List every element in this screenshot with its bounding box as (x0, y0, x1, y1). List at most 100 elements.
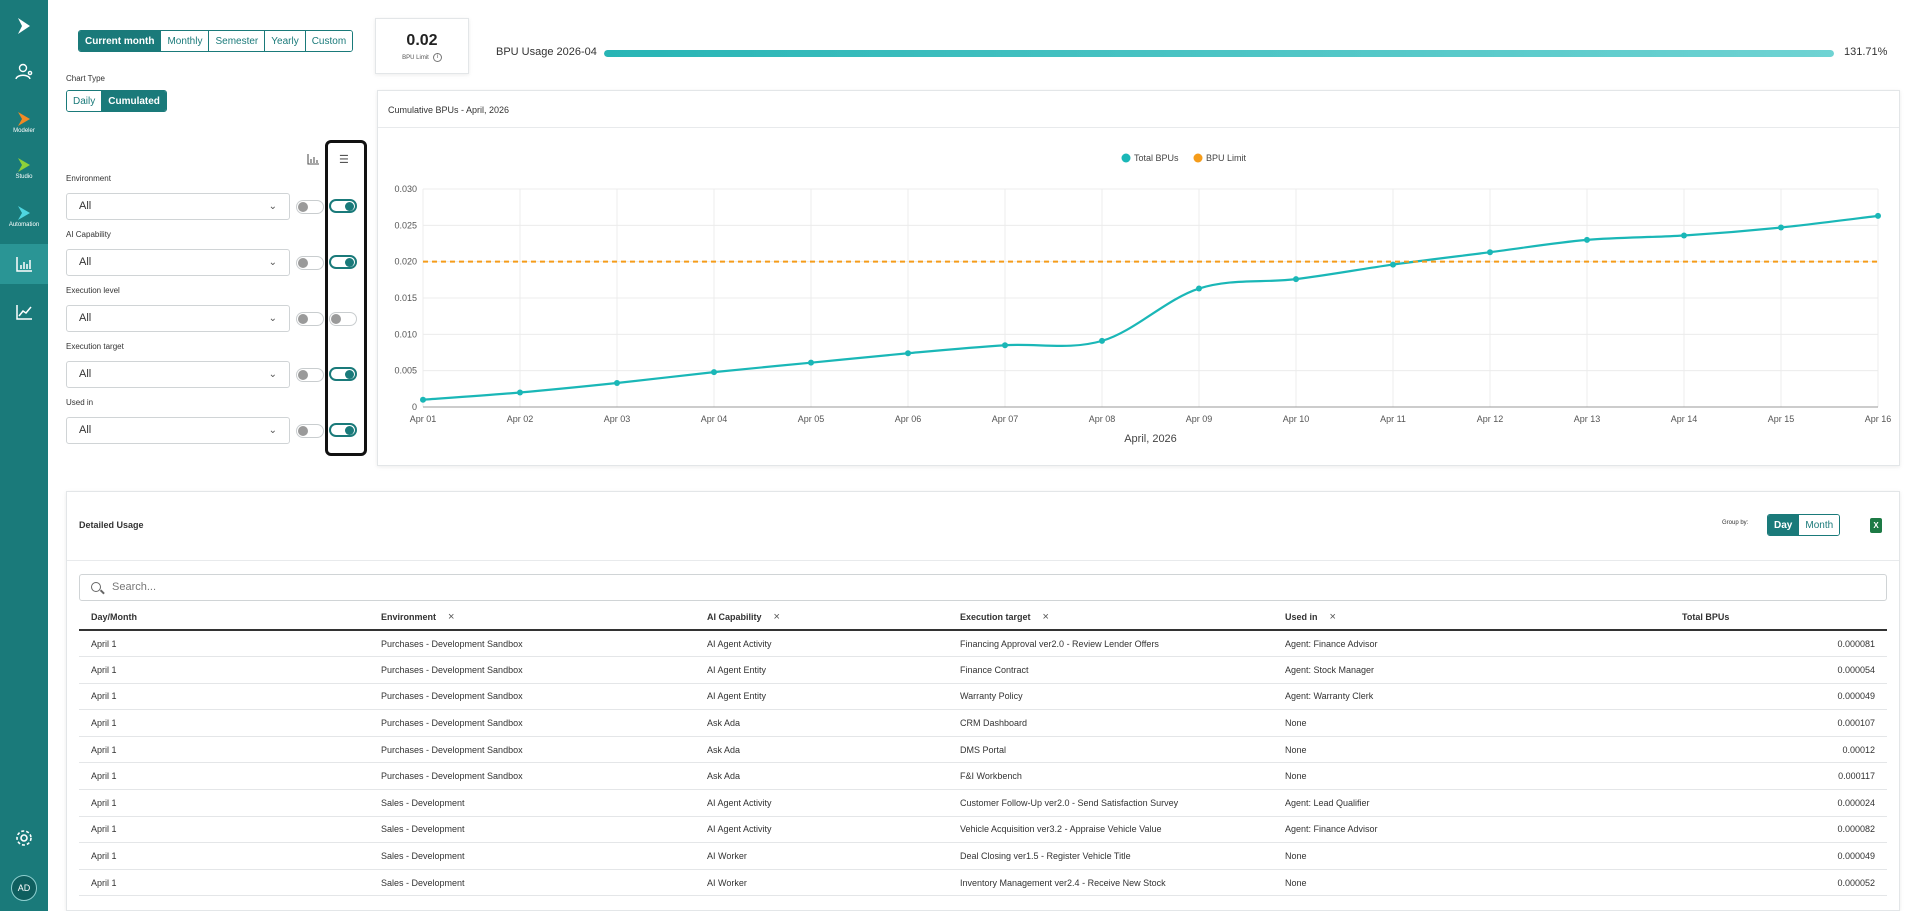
filter-environment-toggle-a[interactable] (296, 200, 324, 214)
nav-studio[interactable]: Studio (0, 150, 48, 186)
column-header-total-bpus[interactable]: Total BPUs (1670, 604, 1887, 631)
filter-ai-capability-value: All (79, 256, 92, 268)
column-header-environment[interactable]: Environment × (369, 604, 695, 631)
period-semester-button[interactable]: Semester (209, 31, 266, 51)
data-point (1584, 236, 1590, 243)
filter-environment-toggle-b[interactable] (329, 199, 357, 213)
column-header-day-month[interactable]: Day/Month (79, 604, 369, 631)
filter-ai-capability-toggle-a[interactable] (296, 256, 324, 270)
table-row[interactable]: April 1 Purchases - Development Sandbox As… (79, 762, 1887, 791)
x-tick-label: Apr 02 (507, 414, 534, 424)
nav-studio-label: Studio (15, 173, 33, 180)
x-tick-label: Apr 06 (895, 414, 922, 424)
cell-used-in: Agent: Finance Advisor (1273, 630, 1670, 658)
cell-total-bpus: 0.00012 (1670, 736, 1887, 764)
table-row[interactable]: April 1 Purchases - Development Sandbox AI… (79, 656, 1887, 684)
bpu-usage-progress-fill (604, 50, 1834, 57)
x-tick-label: Apr 11 (1380, 414, 1406, 424)
table-row[interactable]: April 1 Purchases - Development Sandbox AI… (79, 683, 1887, 711)
info-icon[interactable]: i (432, 53, 442, 62)
remove-column-icon[interactable]: × (448, 610, 455, 623)
filter-ai-capability-toggle-b[interactable] (329, 255, 357, 269)
cell-environment: Sales - Development (369, 869, 695, 897)
period-current-month-button[interactable]: Current month (79, 31, 162, 51)
bar-chart-icon[interactable] (0, 244, 48, 284)
cell-used-in: Agent: Finance Advisor (1273, 816, 1670, 844)
cell-ai-capability: Ask Ada (695, 762, 948, 791)
filter-used-in-select[interactable]: All ⌄ (66, 417, 290, 444)
filter-execution-target-select[interactable]: All ⌄ (66, 361, 290, 388)
filter-execution-target-toggle-a[interactable] (296, 368, 324, 382)
filter-execution-level-toggle-b[interactable] (329, 312, 357, 326)
table-row[interactable]: April 1 Sales - Development AI Worker Inven… (79, 869, 1887, 897)
avatar[interactable]: AD (11, 875, 37, 901)
group-by-day-button[interactable]: Day (1768, 515, 1800, 535)
modeler-icon (18, 111, 30, 126)
data-point (1390, 261, 1396, 268)
legend-label: Total BPUs (1134, 153, 1179, 163)
table-row[interactable]: April 1 Sales - Development AI Worker Deal … (79, 842, 1887, 870)
remove-column-icon[interactable]: × (1329, 610, 1336, 623)
cell-day-month: April 1 (79, 656, 369, 684)
studio-icon (18, 157, 30, 172)
table-row[interactable]: April 1 Purchases - Development Sandbox As… (79, 736, 1887, 764)
chart-type-cumulated-button[interactable]: Cumulated (102, 91, 166, 111)
cell-execution-target: Finance Contract (948, 656, 1273, 684)
filter-execution-level-select[interactable]: All ⌄ (66, 305, 290, 332)
chart-type-selector: Daily Cumulated (66, 90, 167, 112)
cell-environment: Sales - Development (369, 789, 695, 817)
column-header-label: Day/Month (91, 611, 137, 622)
cell-used-in: None (1273, 736, 1670, 764)
data-point (420, 396, 426, 403)
chart-type-daily-button[interactable]: Daily (67, 91, 103, 111)
list-column-icon[interactable]: ☰ (339, 154, 349, 166)
filter-used-in-toggle-b[interactable] (329, 423, 357, 437)
cell-ai-capability: AI Agent Entity (695, 656, 948, 684)
y-tick-label: 0.020 (394, 257, 417, 267)
table-row[interactable]: April 1 Sales - Development AI Agent Activ… (79, 789, 1887, 817)
data-point (711, 369, 717, 376)
legend-marker (1121, 153, 1131, 163)
gear-icon[interactable] (0, 822, 48, 854)
bar-chart-column-icon[interactable] (307, 154, 319, 168)
bpu-usage-progress-bar (604, 50, 1834, 57)
legend-label: BPU Limit (1206, 153, 1247, 163)
remove-column-icon[interactable]: × (1042, 610, 1049, 623)
chevron-down-icon: ⌄ (268, 369, 277, 380)
group-by-month-button[interactable]: Month (1799, 515, 1840, 535)
table-row[interactable]: April 1 Purchases - Development Sandbox As… (79, 709, 1887, 737)
remove-column-icon[interactable]: × (773, 610, 780, 623)
filter-execution-target-toggle-b[interactable] (329, 367, 357, 381)
group-by-label: Group by: (1722, 520, 1749, 526)
period-monthly-button[interactable]: Monthly (161, 31, 210, 51)
excel-export-icon[interactable]: X (1870, 518, 1882, 533)
cell-day-month: April 1 (79, 736, 369, 764)
nav-automation[interactable]: Automation (0, 198, 48, 234)
filter-environment-select[interactable]: All ⌄ (66, 193, 290, 220)
cell-total-bpus: 0.000054 (1670, 656, 1887, 684)
table-row[interactable]: April 1 Purchases - Development Sandbox AI… (79, 630, 1887, 658)
table-row[interactable]: April 1 Sales - Development AI Agent Activ… (79, 816, 1887, 844)
data-point (1002, 342, 1008, 349)
column-header-used-in[interactable]: Used in × (1273, 604, 1670, 631)
logo-icon[interactable] (0, 8, 48, 44)
period-custom-button[interactable]: Custom (305, 31, 353, 51)
column-header-ai-capability[interactable]: AI Capability × (695, 604, 948, 631)
x-tick-label: Apr 16 (1865, 414, 1892, 424)
x-tick-label: Apr 13 (1574, 414, 1601, 424)
filter-used-in-toggle-a[interactable] (296, 424, 324, 438)
cell-used-in: Agent: Lead Qualifier (1273, 789, 1670, 817)
cell-day-month: April 1 (79, 842, 369, 870)
column-header-execution-target[interactable]: Execution target × (948, 604, 1273, 631)
nav-modeler-label: Modeler (13, 127, 35, 134)
search-input[interactable]: Search... (79, 574, 1887, 601)
filter-execution-level-toggle-a[interactable] (296, 312, 324, 326)
nav-modeler[interactable]: Modeler (0, 104, 48, 140)
user-network-icon[interactable] (0, 54, 48, 90)
cell-used-in: None (1273, 869, 1670, 897)
line-chart-icon[interactable] (0, 292, 48, 332)
period-yearly-button[interactable]: Yearly (265, 31, 306, 51)
filter-ai-capability-select[interactable]: All ⌄ (66, 249, 290, 276)
chevron-down-icon: ⌄ (268, 425, 277, 436)
